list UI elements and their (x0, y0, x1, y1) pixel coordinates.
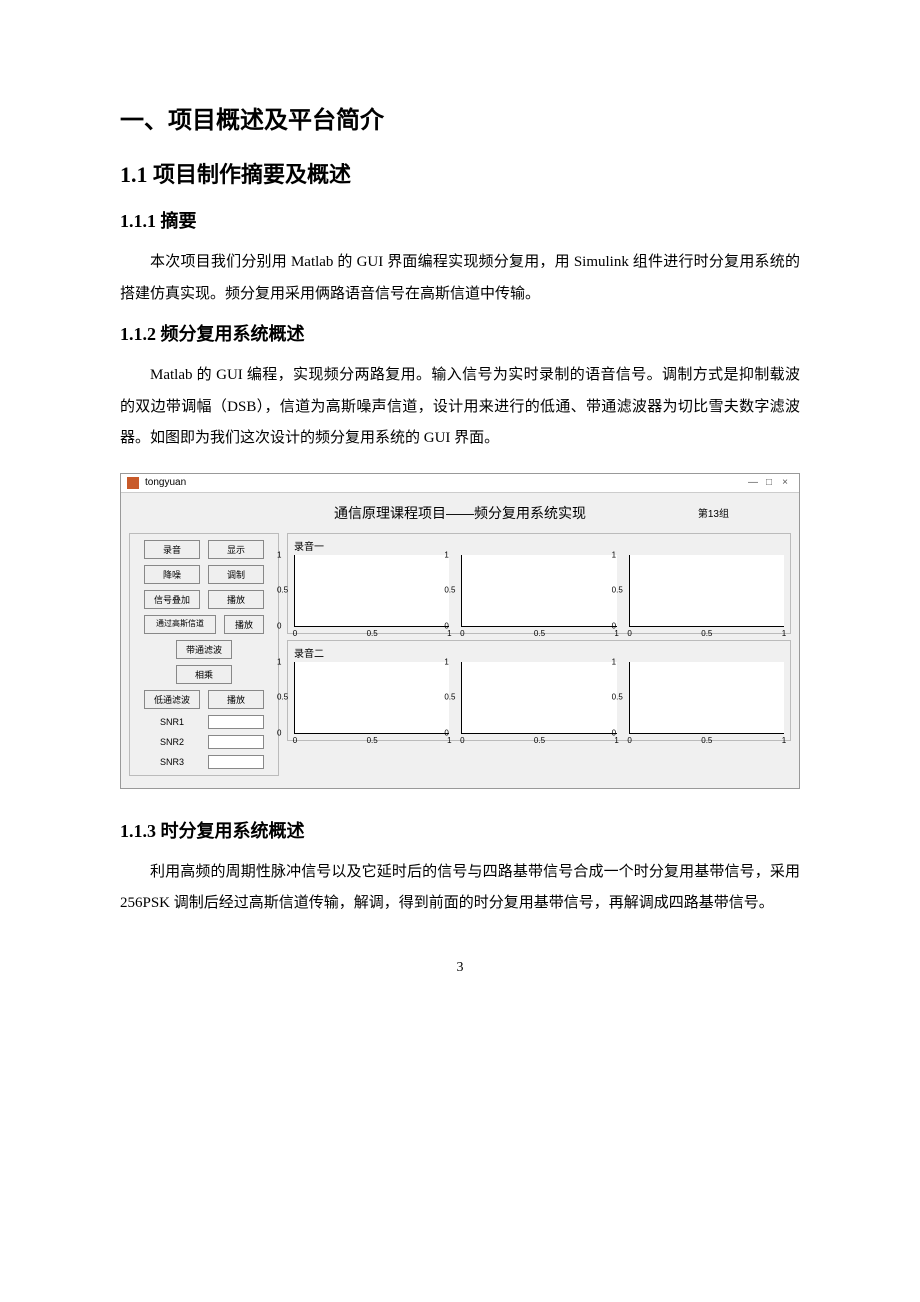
page-number: 3 (120, 960, 800, 976)
y-tick-label: 0 (444, 621, 448, 630)
denoise-button[interactable]: 降噪 (144, 565, 200, 584)
y-tick-label: 0 (277, 728, 281, 737)
y-tick-label: 0.5 (444, 693, 455, 702)
y-tick-label: 1 (277, 657, 281, 666)
axes-plot: 00.5100.51 (629, 555, 784, 627)
y-tick-label: 1 (444, 550, 448, 559)
multiply-button[interactable]: 相乘 (176, 665, 232, 684)
x-tick-label: 0.5 (367, 736, 378, 745)
x-tick-label: 1 (782, 629, 786, 638)
y-tick-label: 1 (444, 657, 448, 666)
axes-plot: 00.5100.51 (294, 555, 449, 627)
y-tick-label: 0 (612, 728, 616, 737)
window-title: tongyuan (145, 477, 745, 488)
paragraph-tdm: 利用高频的周期性脉冲信号以及它延时后的信号与四路基带信号合成一个时分复用基带信号… (120, 857, 800, 920)
snr3-field[interactable] (208, 755, 264, 769)
record-button[interactable]: 录音 (144, 540, 200, 559)
x-tick-label: 0.5 (367, 629, 378, 638)
titlebar: tongyuan — □ × (121, 474, 799, 493)
y-tick-label: 1 (612, 550, 616, 559)
y-tick-label: 1 (612, 657, 616, 666)
snr3-label: SNR3 (144, 755, 200, 769)
x-tick-label: 0.5 (701, 736, 712, 745)
control-panel: 录音 显示 降噪 调制 信号叠加 播放 通过高斯信道 播放 带通滤波 相乘 (129, 533, 279, 776)
snr1-field[interactable] (208, 715, 264, 729)
gauss-channel-button[interactable]: 通过高斯信道 (144, 615, 216, 634)
play-button-3[interactable]: 播放 (208, 690, 264, 709)
y-tick-label: 0.5 (444, 586, 455, 595)
snr2-field[interactable] (208, 735, 264, 749)
close-icon[interactable]: × (777, 477, 793, 488)
x-tick-label: 0 (293, 736, 297, 745)
paragraph-abstract: 本次项目我们分别用 Matlab 的 GUI 界面编程实现频分复用，用 Simu… (120, 247, 800, 310)
y-tick-label: 0.5 (612, 693, 623, 702)
gui-title-row: 通信原理课程项目——频分复用系统实现 第13组 (121, 493, 799, 529)
y-tick-label: 0.5 (277, 693, 288, 702)
paragraph-fdm: Matlab 的 GUI 编程，实现频分两路复用。输入信号为实时录制的语音信号。… (120, 360, 800, 455)
axes-plot: 00.5100.51 (461, 555, 616, 627)
snr2-label: SNR2 (144, 735, 200, 749)
heading-1-1-2: 1.1.2 频分复用系统概述 (120, 320, 800, 346)
heading-1: 一、项目概述及平台简介 (120, 100, 800, 135)
gui-window: tongyuan — □ × 通信原理课程项目——频分复用系统实现 第13组 录… (120, 473, 800, 789)
x-tick-label: 0 (627, 629, 631, 638)
x-tick-label: 1 (782, 736, 786, 745)
x-tick-label: 0 (460, 629, 464, 638)
recording-2-label: 录音二 (294, 645, 784, 660)
display-button[interactable]: 显示 (208, 540, 264, 559)
x-tick-label: 0.5 (534, 736, 545, 745)
recording-1-group: 录音一 00.5100.5100.5100.5100.5100.51 (287, 533, 791, 634)
play-button-2[interactable]: 播放 (224, 615, 264, 634)
modulate-button[interactable]: 调制 (208, 565, 264, 584)
bandpass-button[interactable]: 带通滤波 (176, 640, 232, 659)
x-tick-label: 0 (293, 629, 297, 638)
x-tick-label: 0.5 (701, 629, 712, 638)
y-tick-label: 0 (277, 621, 281, 630)
y-tick-label: 0.5 (612, 586, 623, 595)
x-tick-label: 0 (627, 736, 631, 745)
axes-plot: 00.5100.51 (461, 662, 616, 734)
heading-1-1-1: 1.1.1 摘要 (120, 207, 800, 233)
axes-plot: 00.5100.51 (294, 662, 449, 734)
y-tick-label: 0 (612, 621, 616, 630)
gui-title: 通信原理课程项目——频分复用系统实现 (334, 505, 586, 521)
y-tick-label: 0.5 (277, 586, 288, 595)
snr1-label: SNR1 (144, 715, 200, 729)
recording-1-label: 录音一 (294, 538, 784, 553)
minimize-icon[interactable]: — (745, 477, 761, 488)
heading-1-1-3: 1.1.3 时分复用系统概述 (120, 817, 800, 843)
sum-button[interactable]: 信号叠加 (144, 590, 200, 609)
y-tick-label: 0 (444, 728, 448, 737)
y-tick-label: 1 (277, 550, 281, 559)
group-label: 第13组 (698, 505, 729, 520)
app-icon (127, 477, 139, 489)
heading-1-1: 1.1 项目制作摘要及概述 (120, 157, 800, 189)
play-button-1[interactable]: 播放 (208, 590, 264, 609)
axes-plot: 00.5100.51 (629, 662, 784, 734)
lowpass-button[interactable]: 低通滤波 (144, 690, 200, 709)
maximize-icon[interactable]: □ (761, 477, 777, 488)
recording-2-group: 录音二 00.5100.5100.5100.5100.5100.51 (287, 640, 791, 741)
x-tick-label: 0.5 (534, 629, 545, 638)
x-tick-label: 0 (460, 736, 464, 745)
